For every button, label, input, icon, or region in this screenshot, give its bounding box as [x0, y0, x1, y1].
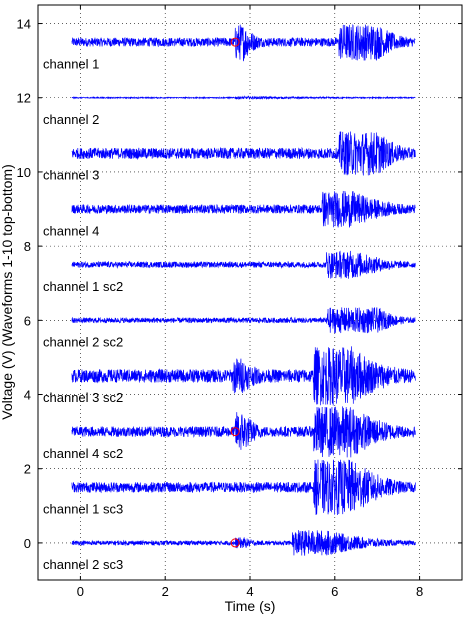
channel-label: channel 2 [43, 112, 99, 127]
channel-label: channel 4 [43, 223, 99, 238]
y-axis-label: Voltage (V) (Waveforms 1-10 top-bottom) [0, 164, 15, 419]
y-tick-label: 12 [17, 91, 31, 106]
waveform-line [71, 406, 416, 458]
channel-label: channel 3 [43, 168, 99, 183]
y-tick-label: 10 [17, 165, 31, 180]
y-tick-label: 0 [24, 536, 31, 551]
y-tick-label: 6 [24, 313, 31, 328]
y-tick-label: 4 [24, 388, 31, 403]
y-axis-ticks: 0 2 4 6 8 10 12 14 [17, 17, 462, 551]
waveform-line [71, 190, 416, 228]
channel-labels: channel 1 channel 2 channel 3 channel 4 chan… [43, 56, 123, 572]
channel-label: channel 4 sc2 [43, 446, 123, 461]
x-tick-label: 8 [416, 584, 423, 599]
y-tick-label: 8 [24, 239, 31, 254]
channel-label: channel 2 sc2 [43, 335, 123, 350]
waveform-line [71, 131, 416, 176]
y-tick-label: 14 [17, 17, 31, 32]
y-tick-label: 2 [24, 462, 31, 477]
waveform-line [71, 24, 416, 62]
channel-label: channel 3 sc2 [43, 390, 123, 405]
waveform-line [71, 95, 416, 101]
waveform-series [71, 24, 416, 556]
x-tick-label: 6 [331, 584, 338, 599]
x-tick-label: 2 [162, 584, 169, 599]
waveform-line [71, 346, 416, 406]
x-tick-label: 4 [246, 584, 253, 599]
channel-label: channel 1 sc2 [43, 279, 123, 294]
channel-label: channel 2 sc3 [43, 557, 123, 572]
x-tick-label: 0 [77, 584, 84, 599]
event-marker [230, 538, 240, 548]
waveform-line [71, 530, 416, 556]
channel-label: channel 1 [43, 56, 99, 71]
waveform-line [71, 307, 416, 334]
waveform-line [71, 250, 416, 279]
event-marker [230, 427, 240, 437]
waveform-line [71, 459, 416, 516]
event-marker [230, 37, 240, 47]
x-axis-ticks: 0 2 4 6 8 [77, 5, 423, 599]
channel-label: channel 1 sc3 [43, 502, 123, 517]
event-markers [230, 37, 240, 548]
x-axis-label: Time (s) [225, 598, 276, 614]
